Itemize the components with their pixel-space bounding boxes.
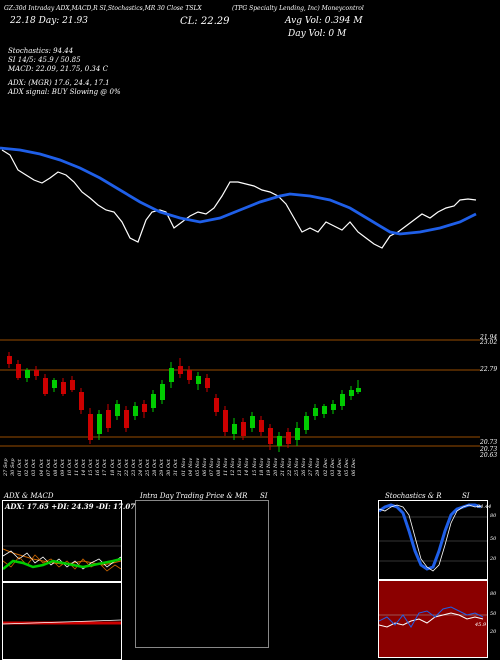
date-label: 30 Oct: [166, 459, 173, 476]
axis-label-low1: 20.73: [480, 439, 498, 446]
axis-label-mid: 22.79: [480, 366, 498, 373]
si-value: SI 14/5: 45.9 / 50.85: [8, 56, 81, 64]
adx-panel-title: ADX & MACD: [4, 492, 54, 500]
date-label: 23 Oct: [130, 459, 137, 476]
date-label: 17 Oct: [102, 459, 109, 476]
date-label: 10 Oct: [66, 459, 73, 476]
date-label: 22 Nov: [287, 457, 293, 476]
date-label: 31 Oct: [173, 459, 180, 476]
adx-value: ADX: (MGR) 17.6, 24.4, 17.1: [8, 79, 110, 87]
day-range: 22.18 Day: 21.93: [10, 16, 88, 26]
date-label: 25 Oct: [145, 459, 151, 476]
axis-label-low2: 20.73: [480, 446, 498, 453]
macd-value: MACD: 22.09, 21.75, 0.34 C: [8, 65, 108, 73]
date-label: 30 Sep: [10, 458, 17, 476]
rsi-tick-80: 80: [490, 591, 497, 597]
date-label: 29 Oct: [159, 459, 166, 476]
rsi-tick-20: 20: [490, 629, 497, 635]
intraday-panel: [135, 500, 269, 648]
stoch-si-label: SI: [462, 492, 470, 500]
adx-signal: ADX signal: BUY Slowing @ 0%: [8, 88, 121, 96]
date-label: 14 Oct: [81, 459, 88, 476]
stoch-tick-50: 50: [490, 536, 497, 542]
date-label: 27 Nov: [308, 457, 315, 476]
macd-panel: [2, 582, 122, 660]
rsi-tick-50: 50: [490, 611, 497, 617]
date-label: 22 Oct: [123, 459, 130, 476]
date-label: 12 Nov: [230, 457, 237, 476]
date-label: 04 Dec: [336, 458, 343, 476]
rsi-value: 45.9: [475, 622, 487, 628]
date-label: 13 Nov: [237, 457, 244, 476]
chart-title: (TPG Specialty Lending, Inc) Moneycontro…: [232, 5, 364, 12]
date-label: 18 Nov: [258, 457, 265, 476]
date-label: 04 Nov: [187, 457, 194, 476]
price-line-white: [1, 149, 477, 249]
date-label: 21 Nov: [279, 457, 286, 476]
stochastics-panel: 94.44: [378, 500, 492, 580]
date-label: 05 Dec: [343, 458, 350, 476]
stoch-panel-title: Stochastics & R: [385, 492, 442, 500]
axis-label-low3: 20.63: [480, 452, 498, 459]
date-label: 26 Nov: [301, 457, 308, 476]
date-label: 14 Nov: [244, 457, 251, 476]
date-label: 11 Oct: [74, 459, 80, 476]
date-label: 04 Oct: [38, 459, 45, 476]
adx-panel: ADX: 17.65 +DI: 24.39 -DI: 17.07: [2, 500, 135, 582]
date-label: 11 Nov: [223, 457, 230, 476]
axis-label-top: 21.94: [480, 334, 498, 341]
axis-label-top2: 23.02: [480, 339, 498, 346]
date-label: 02 Dec: [322, 458, 329, 476]
date-label: 05 Nov: [194, 457, 201, 476]
stoch-tick-80: 80: [490, 513, 497, 519]
date-label: 18 Oct: [109, 459, 116, 476]
date-label: 03 Oct: [31, 459, 38, 476]
date-label: 24 Oct: [137, 459, 144, 476]
candles: [7, 352, 361, 452]
date-label: 08 Nov: [216, 457, 222, 476]
stoch-tick-20: 20: [490, 556, 497, 562]
date-label: 15 Nov: [251, 457, 258, 476]
intraday-panel-title: Intra Day Trading Price & MR: [140, 492, 248, 500]
date-label: 25 Nov: [294, 457, 301, 476]
date-label: 03 Dec: [329, 458, 336, 476]
avg-volume: Avg Vol: 0.394 M: [285, 16, 363, 26]
date-label: 07 Oct: [45, 459, 52, 476]
date-label: 01 Nov: [180, 457, 187, 476]
date-label: 16 Oct: [95, 459, 102, 476]
close-price: CL: 22.29: [180, 16, 230, 27]
date-label: 20 Nov: [272, 457, 279, 476]
date-label: 29 Nov: [315, 457, 322, 476]
date-axis: 27 Sep 30 Sep 01 Oct 02 Oct 03 Oct 04 Oct 07 O…: [0, 458, 480, 488]
date-label: 19 Nov: [265, 457, 272, 476]
stoch-label-top: 94.44: [477, 504, 492, 510]
date-label: 07 Nov: [208, 457, 215, 476]
date-label: 09 Oct: [59, 459, 66, 476]
date-label: 21 Oct: [116, 459, 123, 476]
date-label: 27 Sep: [3, 458, 9, 476]
stochastics-value: Stochastics: 94.44: [8, 47, 74, 55]
adx-values: ADX: 17.65 +DI: 24.39 -DI: 17.07: [5, 502, 136, 511]
date-label: 01 Oct: [17, 459, 24, 476]
intraday-si-label: SI: [260, 492, 268, 500]
chart-id-line: GZ:30d Intraday ADX,MACD,R SI,Stochastic…: [4, 5, 202, 12]
date-label: 02 Oct: [24, 459, 31, 476]
date-label: 28 Oct: [152, 459, 159, 476]
rsi-panel: 45.9: [378, 580, 488, 658]
date-label: 15 Oct: [88, 459, 95, 476]
date-label: 06 Dec: [350, 458, 357, 476]
day-volume: Day Vol: 0 M: [288, 29, 347, 39]
moving-average-line: [0, 146, 477, 236]
date-label: 06 Nov: [201, 457, 208, 476]
date-label: 08 Oct: [52, 459, 59, 476]
